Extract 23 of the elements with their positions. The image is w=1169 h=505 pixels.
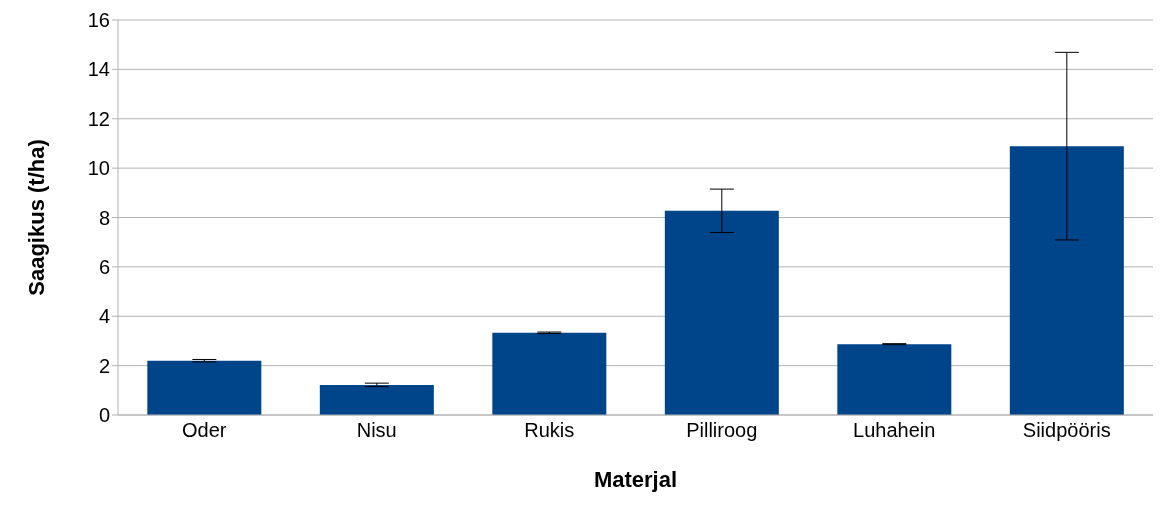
- y-tick-label: 10: [87, 157, 110, 180]
- x-tick-label: Siidpööris: [1022, 419, 1111, 442]
- x-axis-title: Materjal: [593, 467, 678, 492]
- y-tick-label: 14: [87, 58, 110, 81]
- bar: [664, 210, 779, 415]
- y-tick-label: 8: [98, 206, 110, 229]
- x-tick-label: Nisu: [356, 419, 397, 442]
- bar: [837, 344, 952, 415]
- bar: [492, 332, 607, 415]
- bar: [319, 384, 434, 415]
- y-axis-title: Saagikus (t/ha): [23, 139, 49, 296]
- bar: [1009, 146, 1124, 415]
- y-tick-label: 6: [98, 255, 110, 278]
- y-tick-label: 2: [98, 354, 110, 377]
- y-tick-label: 12: [87, 107, 110, 130]
- x-tick-label: Oder: [182, 419, 227, 442]
- y-tick-label: 0: [98, 404, 110, 427]
- x-tick-label: Luhahein: [853, 419, 936, 442]
- y-tick-label: 16: [87, 9, 110, 32]
- bar: [147, 360, 262, 415]
- x-tick-label: Pilliroog: [686, 419, 758, 442]
- y-tick-label: 4: [98, 305, 110, 328]
- x-tick-label: Rukis: [524, 419, 575, 442]
